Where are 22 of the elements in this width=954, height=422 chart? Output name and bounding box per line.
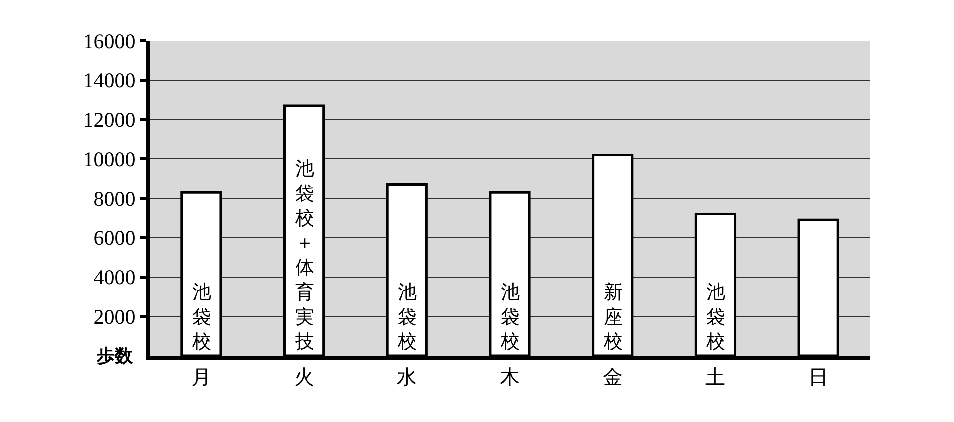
y-tick-label: 6000 <box>94 226 136 250</box>
data-label: 新座校 <box>602 282 623 353</box>
y-tick-label: 4000 <box>94 266 136 290</box>
y-axis-title: 歩数 <box>96 346 134 366</box>
y-tick-label: 2000 <box>94 304 136 329</box>
data-label: 池袋校 <box>706 282 726 353</box>
x-tick-label: 土 <box>706 367 726 389</box>
x-tick-label: 日 <box>808 367 829 389</box>
data-label: 池袋校 <box>191 282 212 353</box>
data-label: 池袋校＋体育実技 <box>294 158 314 353</box>
data-label: 池袋校 <box>397 282 418 353</box>
y-tick-label: 8000 <box>94 186 136 211</box>
x-tick-label: 金 <box>602 367 623 389</box>
y-tick-label: 12000 <box>83 108 136 132</box>
y-tick-label: 10000 <box>83 147 136 172</box>
data-label: 池袋校 <box>500 282 520 353</box>
y-tick-label: 14000 <box>83 68 136 93</box>
y-tick-label: 16000 <box>83 29 136 54</box>
x-tick-label: 木 <box>500 367 520 389</box>
x-tick-label: 水 <box>397 367 418 389</box>
x-tick-label: 火 <box>294 367 314 389</box>
x-tick-label: 月 <box>191 367 212 389</box>
